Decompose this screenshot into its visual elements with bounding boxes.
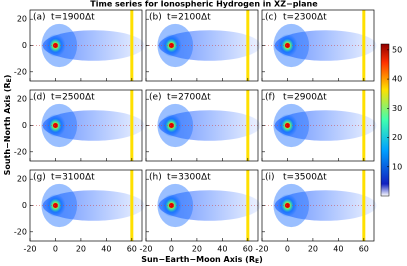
x-tick-label: 20	[192, 245, 202, 254]
panel: (h) t=3300Δt -20 0 20 40 60	[139, 169, 261, 254]
moon-orbit	[362, 10, 366, 81]
panel: (c) t=2300Δt	[261, 9, 377, 82]
colorbar-tick-label: 20	[392, 133, 402, 142]
x-tick-label: 0	[169, 245, 174, 254]
moon-orbit	[246, 10, 250, 81]
panel: (d) t=2500Δt 20 0 -20	[14, 89, 145, 162]
colorbar-tick-label: 30	[392, 104, 402, 113]
moon-orbit	[130, 10, 134, 81]
panel: (g) t=3100Δt 20 0 -20 -20 0 20 40 60	[14, 169, 145, 254]
panel-time: t=1900Δt	[51, 13, 95, 23]
panel-time: t=3100Δt	[51, 173, 95, 183]
panel-time: t=2300Δt	[283, 13, 327, 23]
colorbar	[380, 43, 390, 197]
panel-label: (f)	[265, 93, 275, 103]
colorbar-tick-label: 50	[392, 45, 402, 54]
y-axis-label-sub: E	[6, 78, 13, 82]
moon-orbit	[130, 170, 134, 241]
panel-label: (d)	[33, 93, 46, 103]
earth	[168, 43, 174, 48]
x-tick-label: -20	[255, 245, 268, 254]
x-tick-label: 60	[359, 245, 369, 254]
panel-label: (b)	[149, 13, 162, 23]
x-axis-label-end: )	[259, 255, 263, 264]
panel-label: (h)	[149, 173, 162, 183]
x-tick-label: -20	[23, 245, 36, 254]
y-tick-label: -20	[14, 147, 27, 156]
y-tick-label: -20	[14, 227, 27, 236]
y-tick-label: 20	[17, 15, 27, 24]
x-tick-label: 60	[243, 245, 253, 254]
earth	[52, 43, 58, 48]
x-tick-label: 40	[217, 245, 227, 254]
y-tick-label: 0	[22, 121, 27, 130]
x-axis-label: Sun−Earth−Moon Axis (RE)	[141, 255, 263, 265]
colorbar-tick-label: 10	[392, 162, 402, 171]
y-axis-label: South−North Axis (RE)	[3, 75, 13, 176]
panel: (b) t=2100Δt	[145, 9, 261, 82]
panel: (a) t=1900Δt 20 0 -20	[14, 9, 145, 82]
moon-orbit	[130, 90, 134, 161]
colorbar-tick-label: 40	[392, 75, 402, 84]
x-tick-label: 40	[101, 245, 111, 254]
x-tick-label: 20	[308, 245, 318, 254]
panel-time: t=2500Δt	[51, 93, 95, 103]
x-tick-label: 60	[127, 245, 137, 254]
y-tick-label: 20	[17, 175, 27, 184]
moon-orbit	[246, 170, 250, 241]
panel: (f) t=2900Δt	[261, 89, 377, 162]
moon-orbit	[362, 90, 366, 161]
earth	[52, 123, 58, 128]
earth	[168, 203, 174, 208]
panel-time: t=2100Δt	[167, 13, 211, 23]
panel-time: t=2700Δt	[167, 93, 211, 103]
panel-label: (c)	[265, 13, 277, 23]
x-axis-label-sub: E	[255, 258, 259, 265]
panel-time: t=3500Δt	[283, 173, 327, 183]
earth	[52, 203, 58, 208]
x-tick-label: -20	[139, 245, 152, 254]
earth	[168, 123, 174, 128]
panel-time: t=2900Δt	[283, 93, 327, 103]
y-tick-label: 0	[22, 41, 27, 50]
earth	[284, 203, 290, 208]
panel-time: t=3300Δt	[167, 173, 211, 183]
y-tick-label: 20	[17, 95, 27, 104]
x-tick-label: 20	[76, 245, 86, 254]
panel: (i) t=3500Δt -20 0 20 40 60	[255, 169, 377, 254]
earth	[284, 123, 290, 128]
panel-label: (g)	[33, 173, 46, 183]
chart-title: Time series for Ionospheric Hydrogen in …	[90, 0, 318, 9]
y-axis-label-end: )	[3, 75, 12, 79]
y-tick-label: 0	[22, 201, 27, 210]
panel-label: (i)	[265, 173, 275, 183]
panel-label: (a)	[33, 13, 46, 23]
x-axis-label-text: Sun−Earth−Moon Axis (R	[141, 255, 255, 264]
x-tick-label: 40	[333, 245, 343, 254]
panel: (e) t=2700Δt	[145, 89, 261, 162]
earth	[284, 43, 290, 48]
y-tick-label: -20	[14, 67, 27, 76]
panel-label: (e)	[149, 93, 162, 103]
y-axis-label-text: South−North Axis (R	[3, 82, 12, 175]
x-tick-label: 0	[285, 245, 290, 254]
x-tick-label: 0	[53, 245, 58, 254]
moon-orbit	[362, 170, 366, 241]
moon-orbit	[246, 90, 250, 161]
